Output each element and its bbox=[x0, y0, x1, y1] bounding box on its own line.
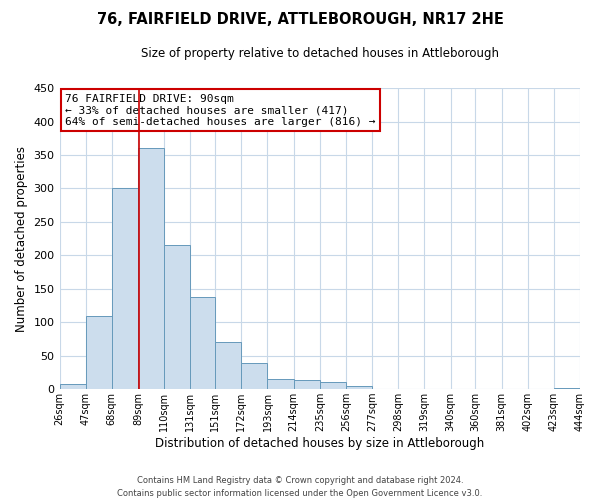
Bar bbox=[190, 298, 215, 389]
Text: Contains HM Land Registry data © Crown copyright and database right 2024.
Contai: Contains HM Land Registry data © Crown c… bbox=[118, 476, 482, 498]
Bar bbox=[164, 246, 190, 389]
Bar bbox=[241, 363, 268, 389]
Title: Size of property relative to detached houses in Attleborough: Size of property relative to detached ho… bbox=[141, 48, 499, 60]
Bar bbox=[86, 316, 112, 389]
Bar bbox=[138, 148, 164, 389]
X-axis label: Distribution of detached houses by size in Attleborough: Distribution of detached houses by size … bbox=[155, 437, 484, 450]
Bar bbox=[268, 379, 293, 389]
Bar bbox=[59, 384, 86, 389]
Bar bbox=[346, 386, 372, 389]
Text: 76 FAIRFIELD DRIVE: 90sqm
← 33% of detached houses are smaller (417)
64% of semi: 76 FAIRFIELD DRIVE: 90sqm ← 33% of detac… bbox=[65, 94, 376, 127]
Bar bbox=[320, 382, 346, 389]
Bar bbox=[215, 342, 241, 389]
Bar bbox=[112, 188, 138, 389]
Bar bbox=[293, 380, 320, 389]
Text: 76, FAIRFIELD DRIVE, ATTLEBOROUGH, NR17 2HE: 76, FAIRFIELD DRIVE, ATTLEBOROUGH, NR17 … bbox=[97, 12, 503, 28]
Y-axis label: Number of detached properties: Number of detached properties bbox=[15, 146, 28, 332]
Bar bbox=[554, 388, 580, 389]
